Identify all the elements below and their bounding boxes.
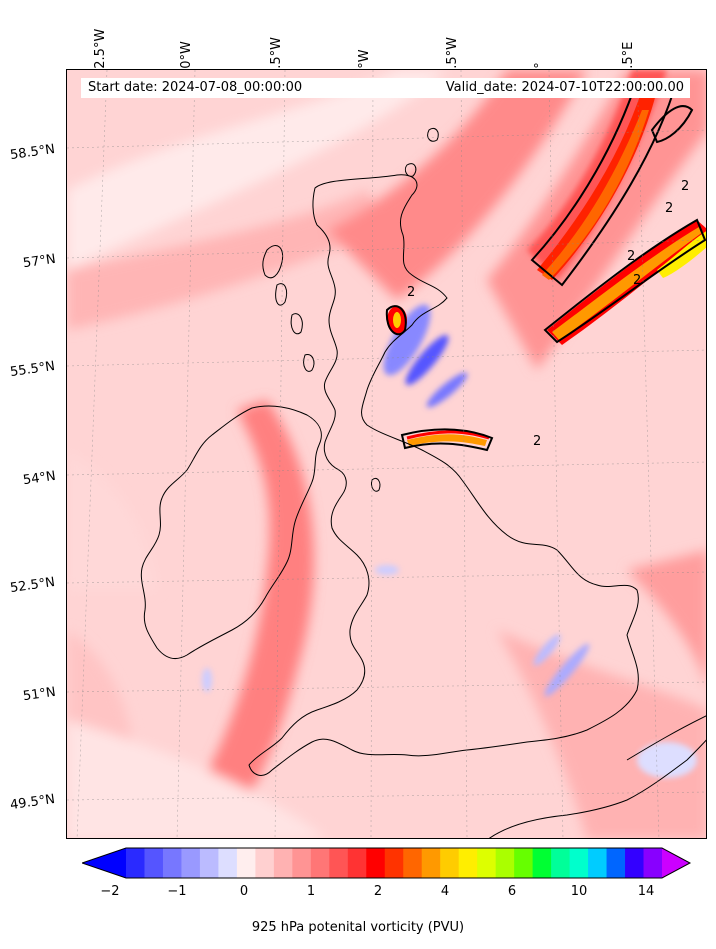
colorbar-extend-max	[662, 848, 690, 878]
lat-label-55.5N: 55.5°N	[9, 358, 56, 381]
lat-label-52.5N: 52.5°N	[9, 574, 56, 597]
colorbar-tick: −1	[167, 884, 187, 899]
colorbar-cell	[181, 848, 201, 878]
colorbar-cell	[366, 848, 386, 878]
contour-label: 2	[633, 273, 641, 288]
contour-label: 2	[627, 249, 635, 264]
colorbar-tick: 4	[440, 884, 450, 899]
colorbar-cell	[477, 848, 497, 878]
lat-label-57N: 57°N	[22, 251, 57, 272]
lat-label-58.5N: 58.5°N	[9, 141, 56, 164]
colorbar-tick: 2	[373, 884, 383, 899]
colorbar-cell	[384, 848, 404, 878]
colorbar-cell	[273, 848, 293, 878]
colorbar-cell	[421, 848, 441, 878]
colorbar-cell	[199, 848, 219, 878]
colorbar-extend-min	[82, 848, 126, 878]
colorbar-cell	[514, 848, 534, 878]
colorbar-cell	[218, 848, 238, 878]
colorbar	[82, 847, 692, 879]
colorbar-cell	[126, 848, 145, 878]
colorbar-cell	[440, 848, 460, 878]
colorbar-cell	[495, 848, 515, 878]
colorbar-cell	[292, 848, 312, 878]
contour-label: 2	[681, 179, 689, 194]
colorbar-cell	[310, 848, 330, 878]
contour-label: 2	[665, 201, 673, 216]
colorbar-tick: −2	[100, 884, 120, 899]
contour-label: 2	[533, 434, 541, 449]
start-date: Start date: 2024-07-08_00:00:00	[88, 80, 303, 95]
colorbar-tick: 6	[507, 884, 517, 899]
colorbar-cell	[588, 848, 608, 878]
colorbar-cell	[532, 848, 552, 878]
date-info-box: Start date: 2024-07-08_00:00:00 Valid_da…	[81, 78, 690, 98]
graticule	[67, 70, 706, 838]
colorbar-cell	[643, 848, 663, 878]
colorbar-outline	[82, 847, 692, 879]
contour-labels: 2 2 2 2 2 2	[407, 179, 689, 449]
colorbar-cell	[569, 848, 589, 878]
colorbar-cell	[144, 848, 164, 878]
colorbar-tick: 14	[637, 884, 655, 899]
negative-pv-streaks	[202, 304, 697, 778]
colorbar-tick: 10	[570, 884, 588, 899]
colorbar-cell	[625, 848, 645, 878]
pv-field-map: 2 2 2 2 2 2	[67, 70, 706, 838]
contour-label: 2	[407, 285, 415, 300]
colorbar-cell	[255, 848, 275, 878]
lat-label-49.5N: 49.5°N	[9, 791, 56, 814]
colorbar-cell	[347, 848, 367, 878]
colorbar-tick: 1	[306, 884, 316, 899]
colorbar-cell	[551, 848, 571, 878]
lat-label-51N: 51°N	[22, 684, 57, 705]
high-pv-filaments	[387, 70, 706, 446]
colorbar-title: 925 hPa potenital vorticity (PVU)	[251, 920, 465, 935]
colorbar-tick: 0	[239, 884, 249, 899]
lat-label-54N: 54°N	[22, 468, 57, 489]
valid-date: Valid_date: 2024-07-10T22:00:00.00	[445, 80, 684, 95]
colorbar-cell	[329, 848, 349, 878]
colorbar-cell	[458, 848, 478, 878]
colorbar-cell	[403, 848, 423, 878]
colorbar-cell	[236, 848, 256, 878]
colorbar-cell	[162, 848, 182, 878]
coastlines	[140, 127, 706, 838]
colorbar-cell	[606, 848, 626, 878]
map-panel[interactable]: 2 2 2 2 2 2 Start date: 2024-07-08_00:00…	[66, 69, 707, 839]
